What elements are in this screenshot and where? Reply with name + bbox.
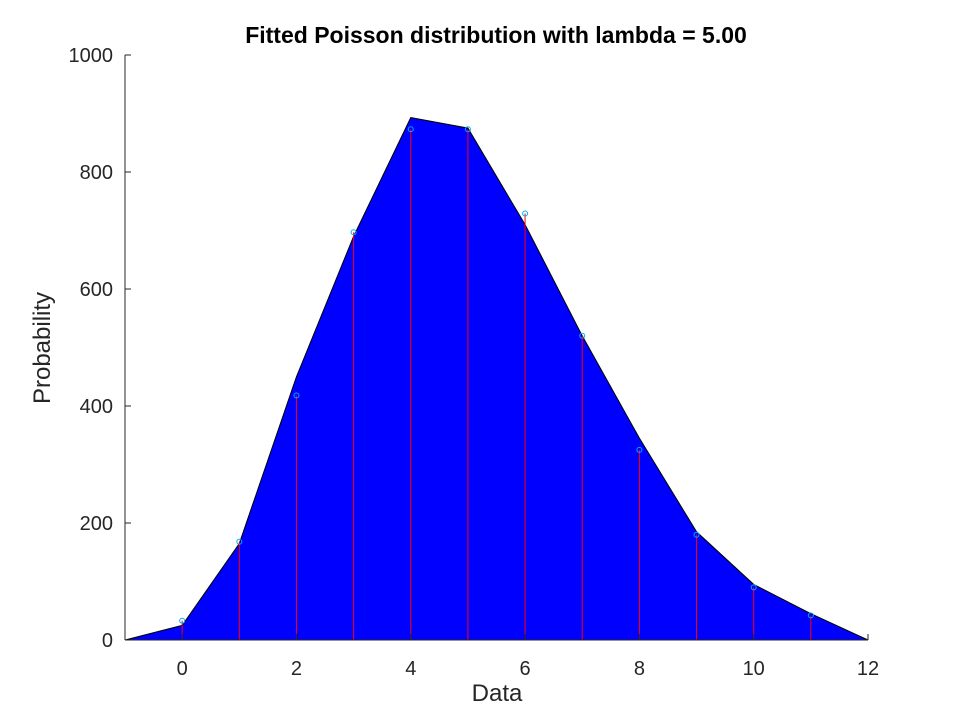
y-tick-label: 200 (80, 513, 113, 535)
observed-marker (179, 617, 186, 624)
x-tick-label: 0 (177, 658, 188, 680)
x-tick-label: 4 (405, 658, 416, 680)
x-axis-title: Data (472, 680, 523, 707)
observed-marker (750, 584, 757, 591)
observed-marker (350, 229, 357, 236)
y-tick-label: 600 (80, 279, 113, 301)
y-tick-label: 800 (80, 162, 113, 184)
x-tick-label: 8 (634, 658, 645, 680)
x-tick-label: 10 (743, 658, 765, 680)
chart-title: Fitted Poisson distribution with lambda … (245, 22, 747, 48)
observed-marker (236, 538, 243, 545)
x-tick-label: 6 (520, 658, 531, 680)
observed-marker (636, 446, 643, 453)
y-tick-label: 0 (102, 630, 113, 652)
observed-marker (807, 612, 814, 619)
observed-marker (293, 392, 300, 399)
observed-marker (464, 126, 471, 133)
x-tick-label: 2 (291, 658, 302, 680)
x-tick-label: 12 (857, 658, 879, 680)
observed-marker (407, 126, 414, 133)
observed-marker (693, 531, 700, 538)
observed-marker (579, 332, 586, 339)
y-tick-label: 400 (80, 396, 113, 418)
plot-area (124, 117, 869, 641)
fitted-area (124, 117, 869, 641)
observed-marker (522, 210, 529, 217)
y-tick-label: 1000 (69, 45, 114, 67)
y-axis-title: Probability (29, 292, 56, 404)
axes: 0 200 400 600 800 1000 0 2 4 6 8 10 12 (69, 45, 880, 680)
